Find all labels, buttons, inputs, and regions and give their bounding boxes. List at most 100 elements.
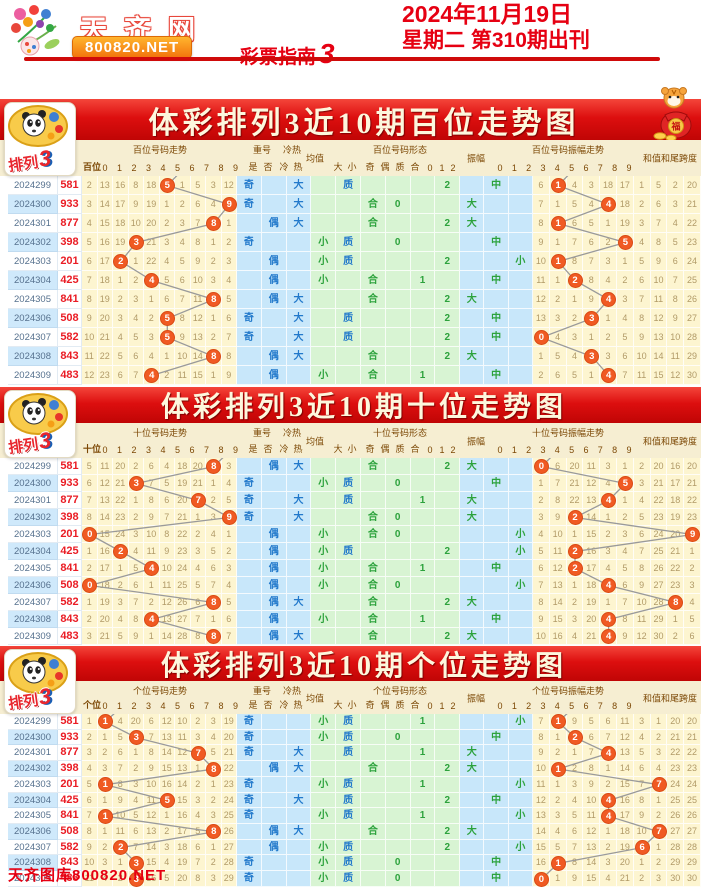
amp-miss-cell: 16 [549,628,567,645]
amp-miss-cell: 2 [532,366,550,385]
amp-miss-cell: 4 [600,560,617,577]
miss-cell: 8 [82,509,98,526]
form-cell [311,290,337,309]
digit-header: 1 [116,701,123,711]
amp-digit-header: 7 [597,701,603,711]
miss-cell: 19 [175,855,191,872]
amp-miss-cell: 22 [566,492,584,509]
amp-miss-cell: 1 [566,577,584,594]
amp-miss-cell: 11 [633,366,651,385]
amp-size-cell [508,855,533,872]
form-cell [435,195,461,214]
amp-miss-cell: 29 [684,347,701,366]
group-trend: 十位号码走势 [132,428,188,438]
form-cell: 2 [435,328,461,347]
form-cell [261,233,287,252]
table-row: 2024306 508 8 1 11 6 13 2 17 5 26 偶大合 2 大 14 4 6 12 1 18 10 2… [0,824,701,840]
prize-number-cell: 581 [58,458,82,475]
logo-number: 3 [37,145,53,172]
form-cell: 1 [410,776,436,793]
guide-number: 3 [319,38,335,69]
amp-miss-cell: 1 [532,347,550,366]
miss-cell: 5 [206,543,222,560]
form-cell [286,871,312,887]
amp-miss-cell: 9 [566,714,584,730]
form-cell [410,543,436,560]
amp-miss-cell: 3 [600,855,617,872]
miss-cell: 15 [97,526,113,543]
amp-miss-cell: 4 [549,328,567,347]
miss-cell: 28 [175,628,191,645]
miss-cell: 1 [82,594,98,611]
miss-cell: 18 [175,839,191,856]
form-cell [336,577,361,594]
form-cell: 质 [336,808,361,825]
form-cell: 偶 [261,594,287,611]
miss-cell: 20 [144,214,160,233]
form-cell: 大 [286,309,312,328]
miss-cell: 19 [97,594,113,611]
form-cell: 偶 [261,214,287,233]
amp-miss-cell: 11 [583,808,601,825]
amp-digit-header: 9 [626,445,632,455]
form-cell [410,195,436,214]
amp-miss-cell: 6 [566,824,584,840]
amp-size-cell: 中 [484,271,509,290]
miss-cell: 1 [206,475,222,492]
form-cell: 合 [360,271,386,290]
amp-miss-cell: 6 [600,714,617,730]
prize-number-cell: 841 [58,808,82,825]
period-cell: 2024300 [8,195,58,214]
miss-cell: 4 [190,560,206,577]
form-cell [237,839,262,856]
miss-cell: 13 [97,492,113,509]
prize-number-cell: 508 [58,824,82,840]
row-spacer [0,729,8,746]
amp-size-cell [484,776,509,793]
digit-header: 5 [174,163,181,173]
miss-cell: 16 [97,543,113,560]
period-cell: 2024308 [8,855,58,872]
form-cell [360,745,386,762]
table-row: 2024299 581 5 11 20 2 6 4 18 20 3 偶大合 2 大 6 20 11 3 1 2 20 16… [0,458,701,475]
form-cell [237,628,262,645]
amp-size-cell [508,328,533,347]
amp-size-cell [508,271,533,290]
form-cell [336,271,361,290]
miss-cell: 17 [97,252,113,271]
miss-cell: 6 [190,594,206,611]
form-cell: 奇 [237,729,262,746]
miss-cell: 3 [82,745,98,762]
form-cell [336,214,361,233]
amp-miss-cell: 17 [583,560,601,577]
row-spacer [0,328,8,347]
table-row: 2024302 398 5 16 19 21 3 4 8 1 2 奇小质 0 中 9 1 7 6 2 4 8 5 23 [0,233,701,252]
amp-miss-cell: 7 [549,475,567,492]
form-cell [286,729,312,746]
form-header: 冷 [279,162,289,172]
miss-cell: 1 [159,808,175,825]
amp-miss-cell: 13 [549,577,567,594]
miss-cell: 20 [190,458,206,475]
amp-miss-cell: 2 [667,176,685,195]
miss-cell: 17 [113,195,129,214]
form-cell [286,714,312,730]
amp-miss-cell: 7 [667,271,685,290]
miss-cell: 11 [113,824,129,840]
form-cell: 偶 [261,824,287,840]
amp-miss-cell: 19 [667,509,685,526]
miss-cell: 8 [190,628,206,645]
amp-size-cell: 中 [484,560,509,577]
miss-cell: 9 [82,309,98,328]
form-cell: 大 [286,761,312,777]
amp-digit-header: 9 [626,701,632,711]
miss-cell: 7 [190,214,206,233]
form-cell: 偶 [261,290,287,309]
amp-miss-cell: 6 [633,526,651,543]
digit-header: 7 [203,163,210,173]
period-cell: 2024307 [8,328,58,347]
amp-size-cell [460,729,485,746]
form-cell: 1 [410,366,436,385]
miss-cell: 5 [82,776,98,793]
form-cell: 偶 [261,526,287,543]
